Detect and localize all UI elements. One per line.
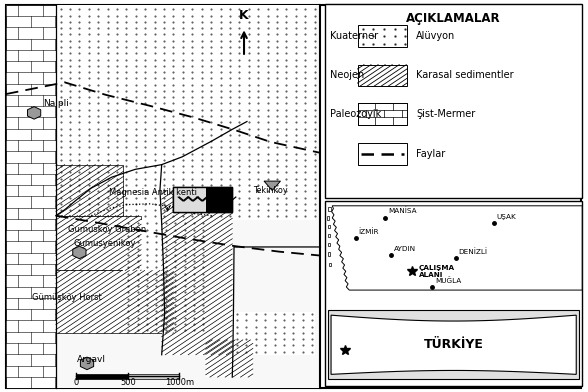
Polygon shape [81, 357, 93, 370]
Bar [56, 216, 141, 270]
Bar [325, 4, 582, 198]
Polygon shape [327, 216, 329, 220]
Text: AÇIKLAMALAR: AÇIKLAMALAR [406, 12, 501, 25]
Bar [206, 187, 232, 212]
Text: 500: 500 [120, 378, 136, 387]
Text: 0: 0 [74, 378, 79, 387]
Bar [128, 374, 179, 379]
Text: Naipli: Naipli [43, 100, 69, 108]
Text: Magnesia Antik kenti: Magnesia Antik kenti [109, 188, 197, 196]
Text: Kuaterner: Kuaterner [330, 31, 378, 41]
Bar [173, 187, 232, 212]
Text: Alüvyon: Alüvyon [416, 31, 456, 41]
Text: Paleozoyik: Paleozoyik [330, 109, 381, 119]
Text: DENİZLİ: DENİZLİ [459, 249, 487, 255]
Polygon shape [329, 263, 331, 266]
Bar [358, 103, 407, 125]
Bar [56, 270, 173, 333]
Bar [358, 25, 407, 47]
Bar [206, 340, 253, 377]
Text: UŞAK: UŞAK [497, 214, 517, 220]
Bar [358, 65, 407, 86]
Polygon shape [328, 234, 330, 237]
Bar [173, 187, 206, 212]
Bar [358, 143, 407, 165]
Polygon shape [264, 181, 280, 191]
Text: Gumuskoy Graben: Gumuskoy Graben [68, 225, 146, 234]
Text: TÜRKİYE: TÜRKİYE [424, 338, 483, 351]
Bar [173, 187, 232, 212]
Text: 1000m: 1000m [165, 378, 194, 387]
Polygon shape [331, 315, 576, 374]
Text: Argavl: Argavl [76, 356, 105, 364]
Bar [162, 190, 232, 355]
Text: MUĞLA: MUĞLA [435, 278, 462, 284]
Text: Gumusyenikoy: Gumusyenikoy [74, 240, 136, 248]
Bar [76, 374, 128, 379]
Polygon shape [328, 243, 330, 246]
Text: İZMİR: İZMİR [359, 229, 379, 235]
Polygon shape [328, 252, 330, 256]
Text: MANİSA: MANİSA [388, 208, 417, 214]
Polygon shape [328, 225, 330, 228]
Text: Faylar: Faylar [416, 149, 446, 159]
Text: Gümüşköy Horst: Gümüşköy Horst [32, 293, 102, 301]
Bar [56, 5, 315, 220]
Text: Şist-Mermer: Şist-Mermer [416, 109, 476, 119]
Bar [325, 201, 582, 386]
Bar [56, 165, 123, 216]
Bar [123, 220, 212, 333]
Text: K: K [239, 9, 249, 22]
Bar [6, 5, 320, 388]
Text: AYDIN: AYDIN [394, 246, 416, 252]
Text: ÇALIŞMA
ALANI: ÇALIŞMA ALANI [419, 265, 455, 278]
Polygon shape [28, 107, 41, 119]
Polygon shape [332, 206, 582, 290]
Bar [232, 312, 315, 355]
Text: Neojen: Neojen [330, 71, 364, 80]
Polygon shape [73, 246, 86, 259]
Text: Karasal sedimentler: Karasal sedimentler [416, 71, 514, 80]
Polygon shape [328, 207, 331, 211]
Bar [6, 5, 56, 388]
Text: Tekinkoy: Tekinkoy [253, 187, 288, 195]
Bar [328, 310, 579, 379]
